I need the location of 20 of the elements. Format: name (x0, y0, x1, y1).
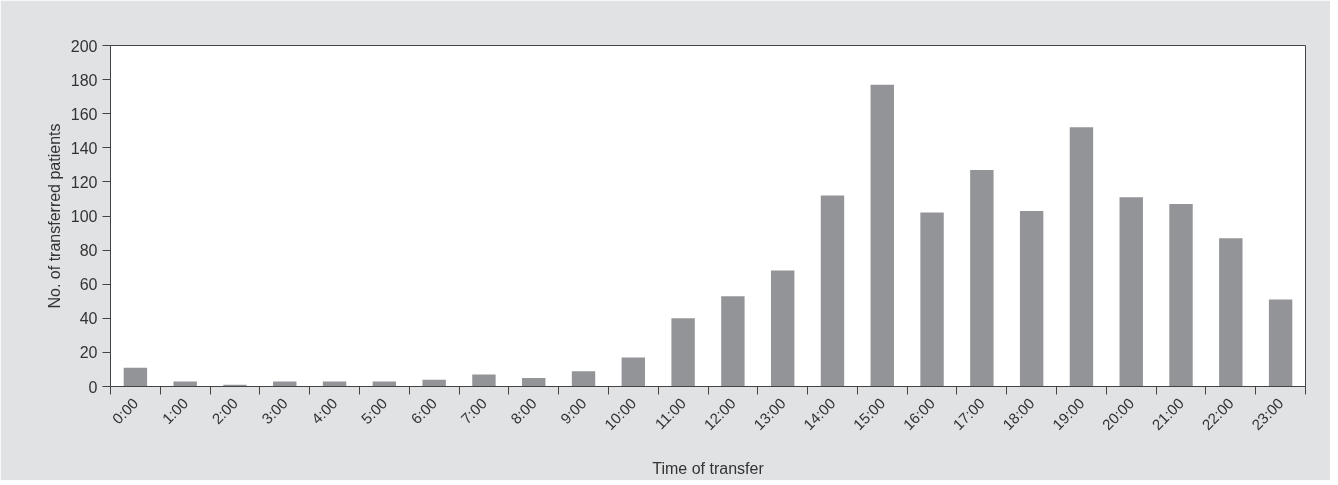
y-axis-title: No. of transferred patients (45, 123, 63, 309)
x-tick-label: 5:00 (357, 394, 391, 428)
y-tick-label: 60 (79, 276, 98, 294)
x-tick-label: 1:00 (158, 394, 192, 428)
x-tick-label: 7:00 (457, 394, 490, 428)
x-tick-label: 0:00 (108, 394, 142, 428)
x-tick-label: 9:00 (556, 394, 590, 428)
x-tick-label: 6:00 (407, 394, 441, 428)
x-axis-title: Time of transfer (652, 460, 765, 478)
x-tick-label: 4:00 (307, 394, 341, 428)
y-tick-label: 80 (79, 242, 98, 260)
y-tick-label: 40 (79, 310, 98, 328)
y-tick-label: 200 (70, 37, 98, 55)
y-tick-label: 100 (70, 208, 98, 225)
y-tick-label: 0 (88, 378, 98, 396)
y-tick-label: 180 (70, 71, 98, 89)
y-tick-label: 20 (79, 344, 98, 362)
y-tick-label: 160 (70, 105, 98, 123)
y-tick-label: 120 (70, 173, 98, 191)
y-tick-label: 140 (70, 139, 98, 157)
